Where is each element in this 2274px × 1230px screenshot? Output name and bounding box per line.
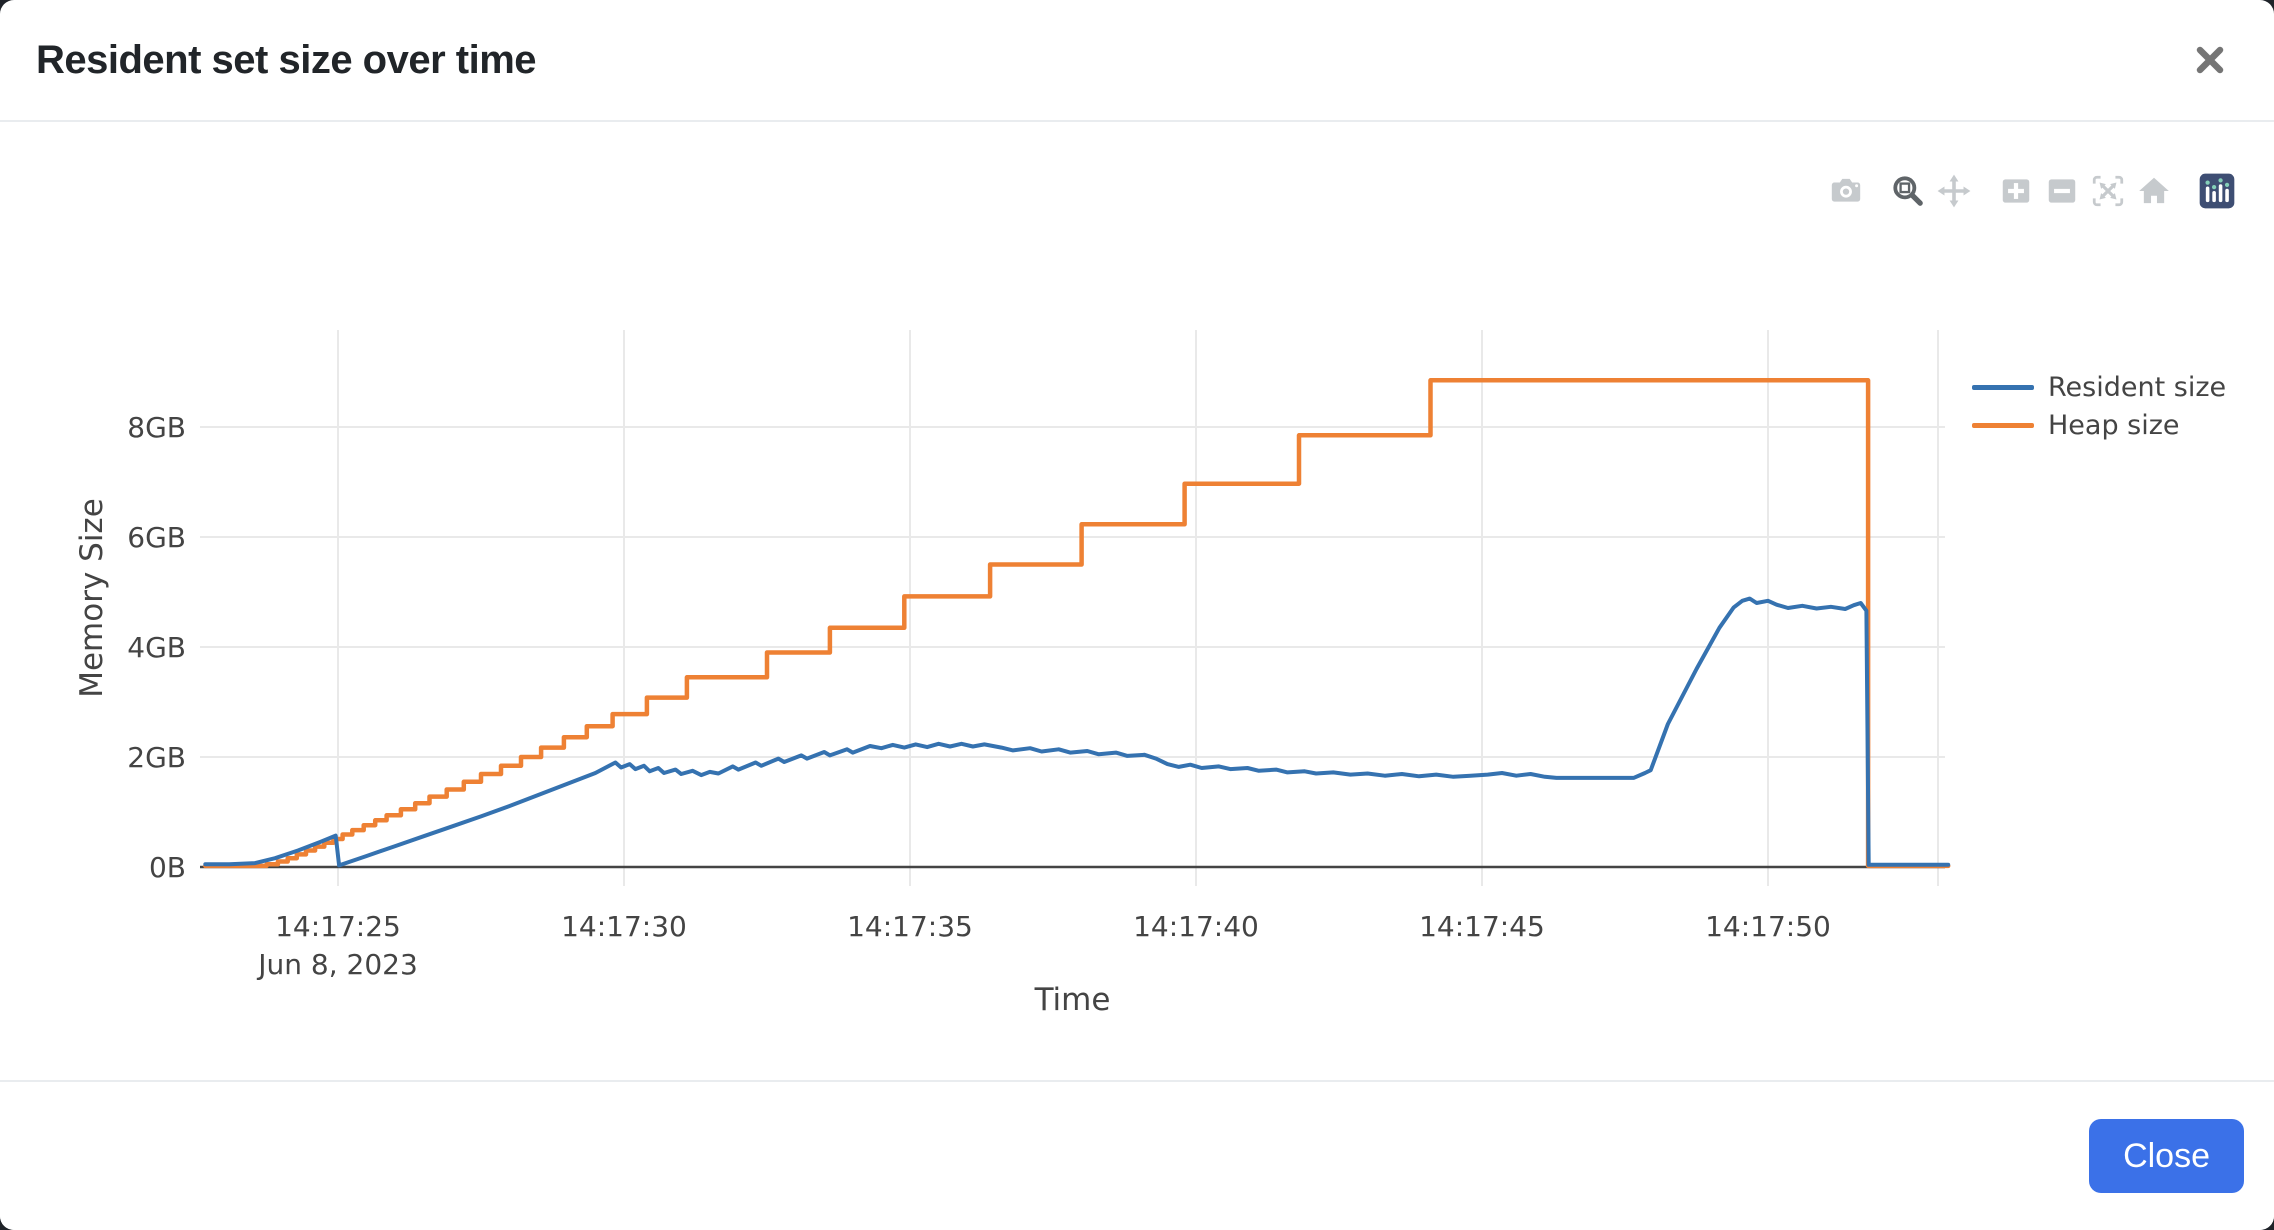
- series-line-heap-size[interactable]: [203, 378, 1951, 869]
- chart-legend: Resident size Heap size: [1972, 368, 2226, 444]
- x-axis-title: Time: [1034, 982, 1111, 1018]
- y-axis-title: Memory Size: [74, 498, 110, 698]
- y-tick-label: 0B: [149, 851, 186, 884]
- zoom-icon[interactable]: [1890, 173, 1926, 209]
- modal-footer: Close: [0, 1080, 2274, 1230]
- legend-label: Resident size: [2048, 371, 2227, 403]
- close-icon: [2196, 46, 2224, 74]
- legend-item-heap-size[interactable]: Heap size: [1972, 406, 2226, 444]
- legend-label: Heap size: [2048, 409, 2180, 441]
- zoom-in-icon[interactable]: [1998, 173, 2034, 209]
- plotly-logo-icon[interactable]: [2198, 172, 2236, 210]
- zoom-out-icon[interactable]: [2044, 173, 2080, 209]
- close-button[interactable]: Close: [2089, 1119, 2244, 1193]
- pan-icon[interactable]: [1936, 173, 1972, 209]
- plotly-modebar: [1818, 172, 2236, 210]
- memory-line-chart[interactable]: 0B 2GB 4GB 6GB 8GB 14:17:25 Jun 8, 2023 14:17:3…: [0, 122, 2274, 1076]
- x-tick-label: 14:17:30: [561, 910, 687, 943]
- autoscale-icon[interactable]: [2090, 173, 2126, 209]
- x-tick-label: 14:17:45: [1419, 910, 1545, 943]
- x-tick-label: 14:17:40: [1133, 910, 1259, 943]
- y-tick-label: 8GB: [127, 411, 186, 444]
- modal-title: Resident set size over time: [36, 37, 537, 82]
- x-tick-label: 14:17:50: [1705, 910, 1831, 943]
- modal-close-button[interactable]: [2182, 32, 2238, 88]
- y-tick-label: 4GB: [127, 631, 186, 664]
- camera-icon[interactable]: [1828, 173, 1864, 209]
- y-tick-label: 6GB: [127, 521, 186, 554]
- legend-item-resident-size[interactable]: Resident size: [1972, 368, 2226, 406]
- x-tick-label: 14:17:25: [275, 910, 401, 943]
- chart-region: 0B 2GB 4GB 6GB 8GB 14:17:25 Jun 8, 2023 14:17:3…: [0, 122, 2274, 1080]
- home-icon[interactable]: [2136, 173, 2172, 209]
- series-line-resident-size[interactable]: [203, 596, 1951, 868]
- x-tick-date-label: Jun 8, 2023: [256, 948, 418, 981]
- legend-line-swatch: [1972, 422, 2034, 428]
- legend-line-swatch: [1972, 384, 2034, 390]
- x-tick-label: 14:17:35: [847, 910, 973, 943]
- y-tick-label: 2GB: [127, 741, 186, 774]
- modal-header: Resident set size over time: [0, 0, 2274, 122]
